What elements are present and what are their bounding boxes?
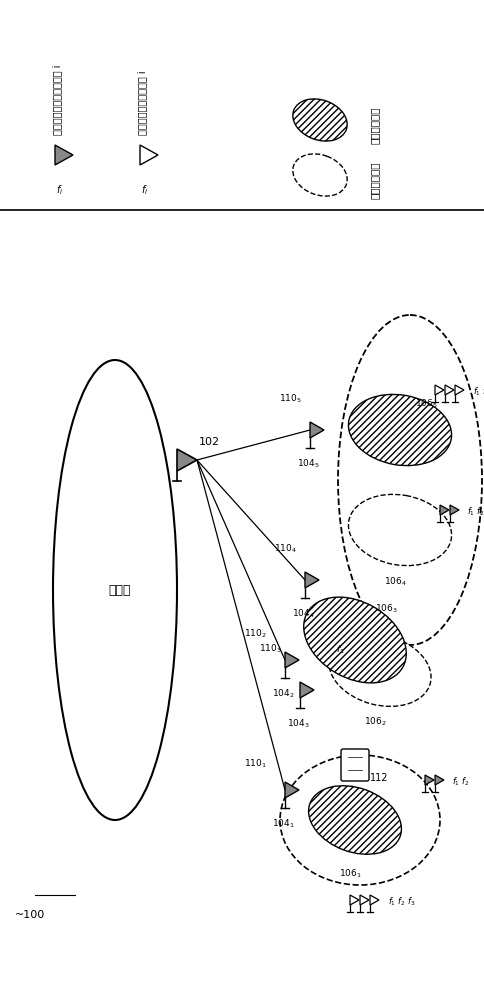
Text: 110$_5$: 110$_5$ (278, 392, 301, 405)
Ellipse shape (292, 154, 347, 196)
Text: 102: 102 (198, 437, 220, 447)
Text: 104$_1$: 104$_1$ (271, 818, 294, 830)
Text: 106$_2$: 106$_2$ (363, 715, 386, 728)
Ellipse shape (328, 634, 430, 706)
Text: $f_1$ $f_2$ $f_3$: $f_1$ $f_2$ $f_3$ (472, 386, 484, 398)
Polygon shape (55, 145, 73, 165)
Polygon shape (285, 782, 298, 798)
Polygon shape (304, 572, 318, 588)
Text: 106$_1$: 106$_1$ (338, 868, 361, 880)
Polygon shape (177, 449, 197, 471)
Text: 宏小区: 宏小区 (108, 584, 131, 596)
Text: $f_1$: $f_1$ (335, 644, 344, 656)
Text: 104$_3$: 104$_3$ (286, 718, 309, 730)
Polygon shape (309, 422, 323, 438)
Text: 110$_1$: 110$_1$ (243, 757, 266, 770)
Text: 106$_4$: 106$_4$ (383, 575, 406, 587)
Ellipse shape (279, 755, 439, 885)
Ellipse shape (292, 99, 347, 141)
Text: 104$_2$: 104$_2$ (271, 688, 294, 700)
Polygon shape (369, 895, 378, 905)
Text: $f_i$: $f_i$ (141, 183, 148, 197)
Text: 112: 112 (369, 773, 388, 783)
Polygon shape (439, 505, 448, 515)
Ellipse shape (348, 494, 451, 566)
Polygon shape (449, 505, 458, 515)
Text: 110$_3$: 110$_3$ (258, 643, 281, 655)
Polygon shape (359, 895, 368, 905)
Polygon shape (349, 895, 358, 905)
Text: ~100: ~100 (15, 910, 45, 920)
Polygon shape (434, 385, 443, 395)
Text: 被支持并在使用中的载波 i: 被支持并在使用中的载波 i (52, 65, 62, 135)
Text: 104$_5$: 104$_5$ (296, 458, 319, 471)
Text: $f_i$: $f_i$ (56, 183, 63, 197)
Ellipse shape (53, 360, 177, 820)
Text: 106$_3$: 106$_3$ (374, 602, 397, 615)
FancyBboxPatch shape (340, 749, 368, 781)
Polygon shape (300, 682, 313, 698)
Polygon shape (285, 652, 298, 668)
Text: $f_1$ $f_2$: $f_1$ $f_2$ (466, 506, 484, 518)
Text: 被支持但未使用的载波 i: 被支持但未使用的载波 i (136, 70, 147, 135)
Ellipse shape (348, 394, 451, 466)
Ellipse shape (303, 597, 406, 683)
Text: 110$_2$: 110$_2$ (243, 628, 266, 640)
Text: 106$_5$: 106$_5$ (414, 397, 437, 410)
Text: 110$_4$: 110$_4$ (273, 542, 296, 555)
Polygon shape (444, 385, 453, 395)
Ellipse shape (308, 786, 401, 854)
Ellipse shape (337, 315, 481, 645)
Polygon shape (434, 775, 443, 785)
Polygon shape (424, 775, 433, 785)
Text: 活动的小小区: 活动的小小区 (369, 106, 379, 144)
Polygon shape (454, 385, 463, 395)
Text: 104$_4$: 104$_4$ (291, 608, 314, 620)
Polygon shape (140, 145, 158, 165)
Text: $f_1$ $f_2$: $f_1$ $f_2$ (451, 776, 469, 788)
Text: 睡眠的小小区: 睡眠的小小区 (369, 161, 379, 199)
Text: $f_1$ $f_2$ $f_3$: $f_1$ $f_2$ $f_3$ (387, 896, 415, 908)
